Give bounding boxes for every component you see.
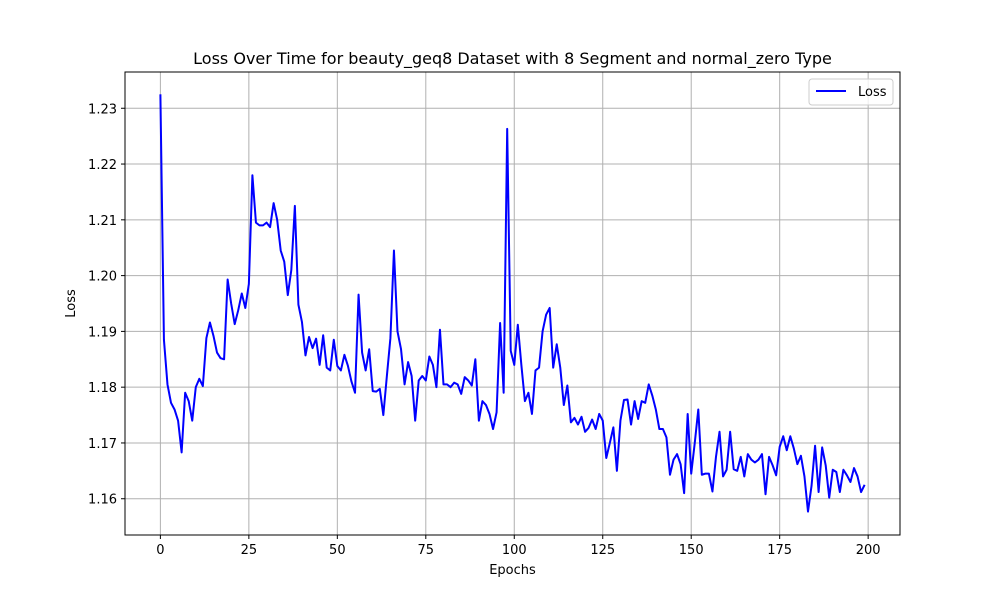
x-tick-label: 25 bbox=[241, 543, 258, 558]
x-tick-label: 200 bbox=[856, 543, 881, 558]
legend: Loss bbox=[808, 78, 894, 106]
plot-frame bbox=[124, 71, 901, 536]
x-tick-label: 75 bbox=[418, 543, 435, 558]
y-tick-label: 1.19 bbox=[88, 325, 117, 340]
y-tick-label: 1.21 bbox=[88, 214, 117, 229]
x-axis-title: Epochs bbox=[489, 563, 536, 578]
y-tick-label: 1.17 bbox=[88, 437, 117, 452]
series-line-loss bbox=[159, 94, 866, 513]
x-tick-label: 175 bbox=[767, 543, 792, 558]
y-axis: 1.16 1.17 1.18 1.19 1.20 1.21 1.22 1.23 bbox=[88, 102, 125, 508]
legend-box bbox=[808, 78, 894, 106]
x-tick-label: 150 bbox=[679, 543, 704, 558]
y-tick-label: 1.20 bbox=[88, 270, 117, 285]
y-axis-title: Loss bbox=[64, 289, 79, 318]
x-tick-label: 100 bbox=[502, 543, 527, 558]
y-tick-label: 1.16 bbox=[88, 493, 117, 508]
y-tick-label: 1.18 bbox=[88, 381, 117, 396]
x-tick-label: 50 bbox=[329, 543, 346, 558]
chart-title: Loss Over Time for beauty_geq8 Dataset w… bbox=[193, 49, 832, 69]
legend-label: Loss bbox=[858, 85, 887, 100]
grid bbox=[125, 72, 900, 535]
x-tick-label: 0 bbox=[156, 543, 164, 558]
series-layer bbox=[159, 94, 866, 513]
x-tick-label: 125 bbox=[590, 543, 615, 558]
y-tick-label: 1.23 bbox=[88, 102, 117, 117]
y-tick-label: 1.22 bbox=[88, 158, 117, 173]
x-axis: 0 25 50 75 100 125 150 175 200 bbox=[156, 535, 881, 558]
